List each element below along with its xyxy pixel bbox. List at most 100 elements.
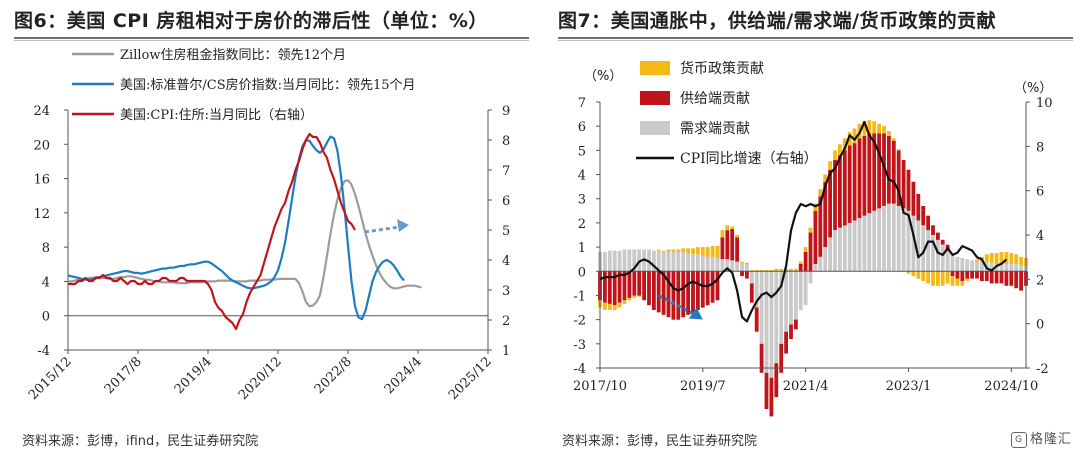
bar-supply — [603, 271, 607, 303]
bar-monetary — [950, 276, 955, 286]
x-tick-label: 2024/10 — [984, 379, 1038, 394]
bar-supply — [676, 271, 681, 320]
bar-monetary — [764, 270, 769, 272]
bar-monetary — [798, 261, 803, 264]
bar-supply — [686, 271, 690, 315]
bar-supply — [994, 271, 999, 284]
bar-supply — [936, 232, 940, 240]
bar-demand — [882, 206, 886, 272]
bar-demand — [955, 256, 960, 272]
x-tick-label: 2023/1 — [886, 379, 932, 394]
logo-icon: G — [1010, 431, 1027, 448]
bar-supply — [745, 271, 749, 279]
bar-demand — [710, 256, 715, 272]
bar-monetary — [847, 132, 852, 146]
bar-monetary — [686, 248, 690, 254]
bar-supply — [769, 377, 774, 417]
y-left-tick-label: -4 — [37, 344, 50, 359]
y-right-tick-label: 7 — [502, 164, 510, 179]
logo-text: 格隆汇 — [1029, 432, 1072, 447]
bar-monetary — [774, 268, 779, 272]
bar-monetary — [808, 227, 813, 233]
bar-monetary — [960, 280, 965, 286]
bar-monetary — [730, 226, 735, 229]
bar-supply — [637, 271, 642, 296]
y-right-tick-label: 10 — [1036, 96, 1053, 111]
bar-monetary — [759, 270, 764, 272]
bar-monetary — [612, 305, 617, 310]
bar-supply — [759, 343, 764, 373]
y-left-tick-label: 0 — [42, 310, 50, 325]
bar-monetary — [896, 149, 901, 151]
bar-demand — [652, 250, 656, 272]
bar-monetary — [715, 245, 720, 258]
y-right-tick-label: 2 — [1036, 273, 1044, 288]
bar-supply — [833, 160, 837, 231]
series-line-3 — [68, 132, 356, 331]
bar-monetary — [823, 174, 828, 182]
trend-arrow-head — [688, 307, 703, 320]
bar-monetary — [710, 245, 715, 257]
bar-demand — [891, 203, 896, 272]
bar-supply — [798, 264, 803, 272]
bar-monetary — [882, 126, 886, 134]
bar-supply — [681, 271, 686, 318]
bar-supply — [1019, 271, 1023, 291]
bar-demand — [735, 261, 739, 272]
bar-supply — [642, 271, 646, 301]
bar-monetary — [622, 300, 627, 304]
bar-demand — [720, 259, 725, 272]
bar-monetary — [700, 247, 705, 256]
bar-supply — [794, 319, 798, 330]
y-left-tick-label: 24 — [33, 104, 50, 119]
y-right-tick-label: 5 — [502, 224, 510, 239]
bar-demand — [838, 227, 842, 272]
bar-monetary — [779, 268, 784, 272]
y-right-tick-label: 8 — [1036, 140, 1044, 155]
bar-monetary — [627, 297, 632, 301]
bar-supply — [950, 271, 955, 277]
y-left-tick-label: 4 — [578, 169, 586, 184]
bar-demand — [745, 264, 749, 272]
bar-supply — [789, 324, 793, 339]
bar-supply — [813, 210, 818, 264]
bar-demand — [700, 255, 705, 272]
bar-monetary — [911, 271, 916, 277]
bar-demand — [705, 256, 710, 272]
y-right-tick-label: 6 — [1036, 185, 1044, 200]
right-panel: 图7：美国通胀中，供给端/需求端/货币政策的贡献 -4 -3 -2 -1 0 1 2 3 4 5 6… — [548, 0, 1080, 456]
bar-supply — [617, 271, 622, 303]
bar-supply — [921, 206, 926, 226]
bar-monetary — [661, 250, 666, 252]
legend-label-2: 供给端贡献 — [680, 91, 750, 107]
legend-swatch-1 — [640, 61, 670, 75]
bar-demand — [730, 260, 735, 272]
bar-supply — [842, 150, 847, 226]
bar-monetary — [1019, 256, 1023, 266]
bar-monetary — [740, 261, 744, 263]
x-tick-label: 2020/12 — [236, 354, 285, 403]
bar-supply — [720, 237, 725, 260]
projection-arrow-line — [364, 225, 400, 234]
bar-demand — [911, 215, 916, 272]
bar-supply — [710, 271, 715, 303]
bar-supply — [632, 271, 637, 296]
bar-monetary — [671, 249, 676, 252]
bar-demand — [754, 271, 759, 308]
bar-monetary — [945, 271, 950, 284]
bar-supply — [901, 160, 906, 209]
y-right-tick-label: 4 — [1036, 229, 1044, 244]
bar-demand — [671, 251, 676, 272]
bar-supply — [808, 232, 813, 272]
bar-monetary — [965, 278, 970, 281]
bar-monetary — [754, 270, 759, 272]
bar-demand — [607, 250, 612, 272]
legend-label-4: CPI同比增速（右轴） — [680, 151, 818, 167]
bar-demand — [921, 225, 926, 272]
bar-supply — [622, 271, 627, 301]
bar-supply — [989, 271, 994, 284]
bar-supply — [980, 271, 984, 281]
y-left-tick-label: -3 — [573, 338, 586, 353]
bar-demand — [877, 208, 881, 272]
bar-monetary — [745, 262, 749, 264]
